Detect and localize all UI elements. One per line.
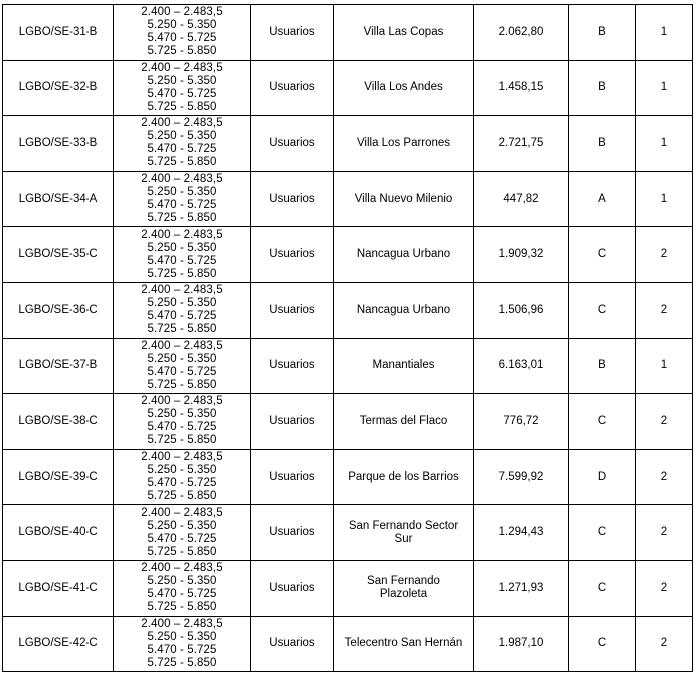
zone-cell: 1 [635,337,693,395]
frequency-band-cell: 2.400 – 2.483,5 5.250 - 5.350 5.470 - 5.72… [113,615,251,673]
table-row: LGBO/SE-33-B 2.400 – 2.483,5 5.250 - 5.350… [2,115,693,172]
service-type-cell: Usuarios [250,337,334,395]
location-cell: San Fernando Plazoleta [333,559,474,617]
service-type-cell: Usuarios [250,559,334,617]
station-code-cell: LGBO/SE-32-B [2,59,114,117]
category-cell: A [568,170,636,228]
zone-cell: 2 [635,559,693,617]
station-code-cell: LGBO/SE-37-B [2,337,114,395]
frequency-band-cell: 2.400 – 2.483,5 5.250 - 5.350 5.470 - 5.72… [113,59,251,117]
category-cell: B [568,337,636,395]
frequency-allocation-table: LGBO/SE-31-B 2.400 – 2.483,5 5.250 - 5.350… [2,4,693,673]
area-value-cell: 1.506,96 [473,281,569,339]
category-cell: D [568,448,636,506]
table-row: LGBO/SE-37-B 2.400 – 2.483,5 5.250 - 5.350… [2,337,693,395]
frequency-band-cell: 2.400 – 2.483,5 5.250 - 5.350 5.470 - 5.72… [113,281,251,339]
table-row: LGBO/SE-38-C 2.400 – 2.483,5 5.250 - 5.350… [2,393,693,450]
frequency-band-cell: 2.400 – 2.483,5 5.250 - 5.350 5.470 - 5.72… [113,226,251,283]
table-row: LGBO/SE-41-C 2.400 – 2.483,5 5.250 - 5.350… [2,559,693,617]
location-cell: Nancagua Urbano [333,281,474,339]
area-value-cell: 447,82 [473,170,569,228]
area-value-cell: 1.909,32 [473,226,569,283]
table-body: LGBO/SE-31-B 2.400 – 2.483,5 5.250 - 5.350… [2,4,693,673]
category-cell: C [568,393,636,450]
zone-cell: 1 [635,4,693,61]
location-cell: Telecentro San Hernán [333,615,474,673]
location-cell: Villa Las Copas [333,4,474,61]
frequency-band-cell: 2.400 – 2.483,5 5.250 - 5.350 5.470 - 5.72… [113,504,251,561]
location-cell: Parque de los Barrios [333,448,474,506]
frequency-band-cell: 2.400 – 2.483,5 5.250 - 5.350 5.470 - 5.72… [113,393,251,450]
zone-cell: 2 [635,281,693,339]
station-code-cell: LGBO/SE-40-C [2,504,114,561]
station-code-cell: LGBO/SE-39-C [2,448,114,506]
zone-cell: 1 [635,170,693,228]
table-row: LGBO/SE-40-C 2.400 – 2.483,5 5.250 - 5.350… [2,504,693,561]
category-cell: C [568,559,636,617]
frequency-band-cell: 2.400 – 2.483,5 5.250 - 5.350 5.470 - 5.72… [113,115,251,172]
frequency-band-cell: 2.400 – 2.483,5 5.250 - 5.350 5.470 - 5.72… [113,170,251,228]
zone-cell: 2 [635,504,693,561]
area-value-cell: 6.163,01 [473,337,569,395]
station-code-cell: LGBO/SE-35-C [2,226,114,283]
area-value-cell: 7.599,92 [473,448,569,506]
frequency-band-cell: 2.400 – 2.483,5 5.250 - 5.350 5.470 - 5.72… [113,559,251,617]
zone-cell: 2 [635,226,693,283]
area-value-cell: 1.271,93 [473,559,569,617]
category-cell: B [568,4,636,61]
area-value-cell: 1.987,10 [473,615,569,673]
location-cell: Termas del Flaco [333,393,474,450]
frequency-band-cell: 2.400 – 2.483,5 5.250 - 5.350 5.470 - 5.72… [113,448,251,506]
table-row: LGBO/SE-42-C 2.400 – 2.483,5 5.250 - 5.350… [2,615,693,673]
service-type-cell: Usuarios [250,4,334,61]
category-cell: B [568,115,636,172]
service-type-cell: Usuarios [250,504,334,561]
station-code-cell: LGBO/SE-36-C [2,281,114,339]
service-type-cell: Usuarios [250,170,334,228]
table-row: LGBO/SE-35-C 2.400 – 2.483,5 5.250 - 5.350… [2,226,693,283]
service-type-cell: Usuarios [250,226,334,283]
service-type-cell: Usuarios [250,393,334,450]
service-type-cell: Usuarios [250,448,334,506]
table-row: LGBO/SE-39-C 2.400 – 2.483,5 5.250 - 5.350… [2,448,693,506]
location-cell: Villa Los Parrones [333,115,474,172]
table-row: LGBO/SE-31-B 2.400 – 2.483,5 5.250 - 5.350… [2,4,693,61]
service-type-cell: Usuarios [250,59,334,117]
zone-cell: 1 [635,59,693,117]
category-cell: C [568,281,636,339]
station-code-cell: LGBO/SE-42-C [2,615,114,673]
area-value-cell: 776,72 [473,393,569,450]
location-cell: Villa Nuevo Milenio [333,170,474,228]
area-value-cell: 2.062,80 [473,4,569,61]
location-cell: Villa Los Andes [333,59,474,117]
station-code-cell: LGBO/SE-41-C [2,559,114,617]
service-type-cell: Usuarios [250,281,334,339]
station-code-cell: LGBO/SE-38-C [2,393,114,450]
service-type-cell: Usuarios [250,115,334,172]
table-row: LGBO/SE-32-B 2.400 – 2.483,5 5.250 - 5.350… [2,59,693,117]
table-row: LGBO/SE-34-A 2.400 – 2.483,5 5.250 - 5.350… [2,170,693,228]
frequency-band-cell: 2.400 – 2.483,5 5.250 - 5.350 5.470 - 5.72… [113,337,251,395]
station-code-cell: LGBO/SE-33-B [2,115,114,172]
location-cell: Nancagua Urbano [333,226,474,283]
zone-cell: 2 [635,448,693,506]
category-cell: C [568,226,636,283]
frequency-band-cell: 2.400 – 2.483,5 5.250 - 5.350 5.470 - 5.72… [113,4,251,61]
station-code-cell: LGBO/SE-34-A [2,170,114,228]
station-code-cell: LGBO/SE-31-B [2,4,114,61]
location-cell: Manantiales [333,337,474,395]
category-cell: C [568,615,636,673]
category-cell: B [568,59,636,117]
area-value-cell: 1.294,43 [473,504,569,561]
zone-cell: 2 [635,615,693,673]
table-row: LGBO/SE-36-C 2.400 – 2.483,5 5.250 - 5.350… [2,281,693,339]
zone-cell: 2 [635,393,693,450]
service-type-cell: Usuarios [250,615,334,673]
zone-cell: 1 [635,115,693,172]
area-value-cell: 2.721,75 [473,115,569,172]
category-cell: C [568,504,636,561]
area-value-cell: 1.458,15 [473,59,569,117]
location-cell: San Fernando Sector Sur [333,504,474,561]
